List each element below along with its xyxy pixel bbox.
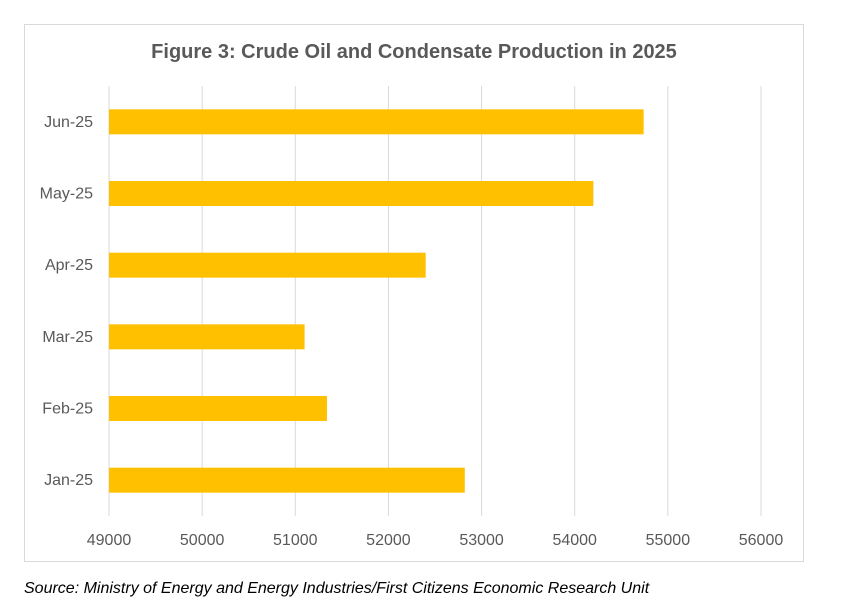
bar-mar-25 bbox=[109, 324, 305, 350]
x-tick-label: 51000 bbox=[273, 532, 318, 549]
bar-feb-25 bbox=[109, 396, 327, 421]
gridlines bbox=[108, 86, 762, 516]
x-tick-label: 54000 bbox=[552, 532, 597, 549]
bar-jan-25 bbox=[109, 467, 465, 493]
category-label: Apr-25 bbox=[45, 257, 93, 274]
x-tick-label: 55000 bbox=[646, 532, 691, 549]
category-label: Jun-25 bbox=[44, 114, 93, 131]
x-tick-label: 56000 bbox=[739, 532, 784, 549]
x-tick-label: 49000 bbox=[87, 532, 132, 549]
y-axis-labels: Jan-25 Feb-25 Mar-25 Apr-25 May-25 Jun-25 bbox=[40, 114, 93, 489]
x-axis-labels: 49000 50000 51000 52000 53000 54000 55000 56000 bbox=[87, 532, 784, 549]
category-label: Mar-25 bbox=[42, 329, 93, 346]
category-label: Jan-25 bbox=[44, 472, 93, 489]
x-tick-label: 52000 bbox=[366, 532, 411, 549]
bar-apr-25 bbox=[109, 252, 426, 278]
category-label: Feb-25 bbox=[42, 401, 93, 418]
bar-may-25 bbox=[109, 181, 594, 206]
x-tick-label: 50000 bbox=[180, 532, 225, 549]
chart-title: Figure 3: Crude Oil and Condensate Produ… bbox=[151, 41, 677, 63]
x-tick-label: 53000 bbox=[459, 532, 504, 549]
bar-jun-25 bbox=[109, 109, 644, 135]
bars bbox=[109, 109, 644, 493]
source-note: Source: Ministry of Energy and Energy In… bbox=[24, 580, 650, 597]
category-label: May-25 bbox=[40, 186, 93, 203]
